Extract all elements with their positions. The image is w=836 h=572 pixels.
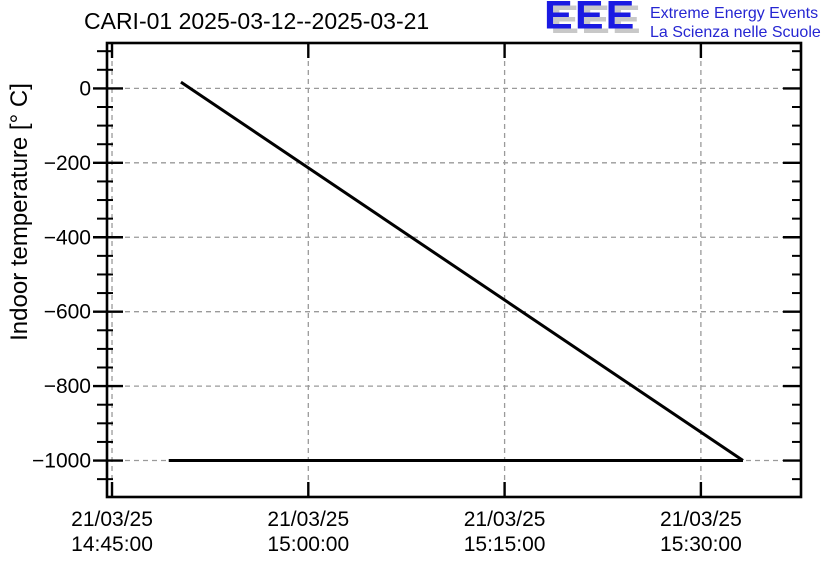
plot-frame — [105, 41, 803, 499]
x-tick-label-date: 21/03/25 — [464, 508, 546, 531]
x-tick-label-date: 21/03/25 — [267, 508, 349, 531]
x-tick-label-date: 21/03/25 — [71, 508, 153, 531]
y-tick-label: 0 — [79, 77, 91, 100]
x-tick-label-date: 21/03/25 — [660, 508, 742, 531]
indoor-temperature-ramp — [180, 80, 744, 462]
y-tick-label: −200 — [44, 152, 91, 175]
x-tick-label-time: 15:00:00 — [267, 533, 349, 556]
y-tick-label: −1000 — [32, 450, 91, 473]
chart-title: CARI-01 2025-03-12--2025-03-21 — [84, 8, 430, 34]
y-tick-label: −800 — [44, 375, 91, 398]
y-tick-label: −400 — [44, 226, 91, 249]
x-tick-label-time: 15:15:00 — [464, 533, 546, 556]
x-tick-label-time: 15:30:00 — [660, 533, 742, 556]
x-tick-label-time: 14:45:00 — [71, 533, 153, 556]
eee-logo-line-1: Extreme Energy Events — [650, 5, 819, 22]
eee-logo-acronym: EEE — [544, 0, 637, 38]
eee-logo-line-2: La Scienza nelle Scuole — [650, 24, 821, 41]
eee-logo-subtitle: Extreme Energy Events La Scienza nelle S… — [650, 4, 821, 42]
y-tick-label: −600 — [44, 301, 91, 324]
